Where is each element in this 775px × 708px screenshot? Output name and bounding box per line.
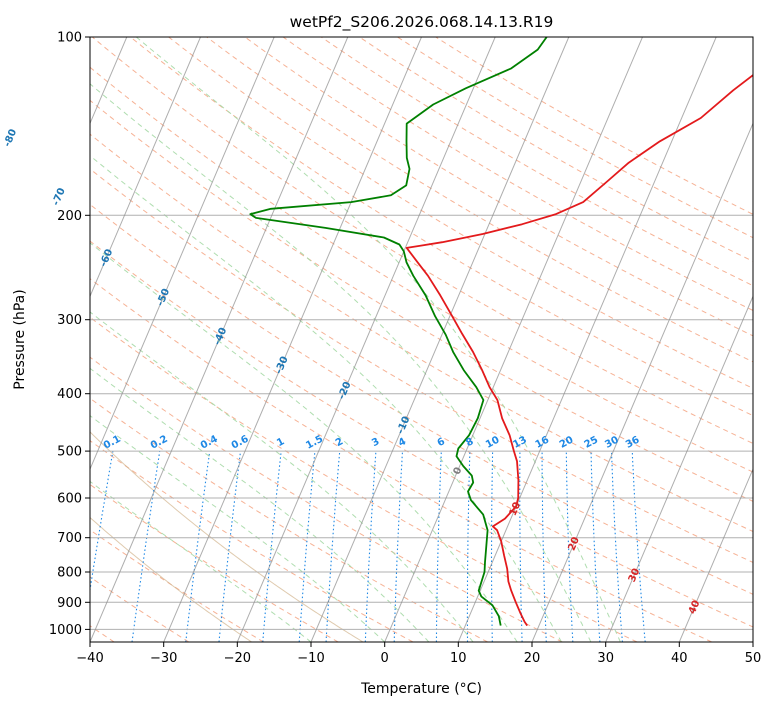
y-tick-label: 700 <box>57 531 82 546</box>
x-tick-label: −30 <box>150 651 177 666</box>
x-tick-label: 20 <box>524 651 541 666</box>
mixing-ratio-line <box>90 451 114 594</box>
moist-adiabat-line <box>90 311 474 642</box>
x-tick-label: −40 <box>76 651 103 666</box>
dry-adiabat-line <box>168 37 753 389</box>
moist-adiabat-line <box>90 480 312 642</box>
isotherm-line <box>384 37 643 642</box>
dewpoint-line <box>249 37 548 626</box>
dry-adiabat-line <box>130 37 753 417</box>
x-axis-label: Temperature (°C) <box>360 681 482 697</box>
background-lines <box>90 37 753 642</box>
x-tick-label: 0 <box>381 651 389 666</box>
dry-adiabat-line <box>90 278 712 642</box>
x-tick-label: 30 <box>597 651 614 666</box>
y-tick-label: 400 <box>57 387 82 402</box>
y-axis-ticks: 100 200 300 400 500 600 700 800 900 1000 <box>49 31 90 638</box>
x-axis-ticks: −40 −30 −20 −10 0 10 20 30 40 50 <box>76 642 761 666</box>
chart-title: wetPf2_S206.2026.068.14.13.R19 <box>290 13 554 32</box>
dry-adiabat-line <box>206 37 753 363</box>
temperature-line <box>405 73 753 627</box>
mixing-ratio-label: 2 <box>334 436 345 449</box>
isotherm-line <box>236 37 496 642</box>
x-tick-label: −20 <box>224 651 251 666</box>
dry-adiabat-line <box>320 37 753 287</box>
x-tick-label: 10 <box>450 651 467 666</box>
y-tick-label: 900 <box>57 596 82 611</box>
y-tick-label: 500 <box>57 445 82 460</box>
dry-adiabat-line <box>91 37 753 444</box>
moist-adiabat-line <box>90 155 562 642</box>
isotherm-line <box>90 37 201 298</box>
isotherm-line <box>310 37 570 642</box>
plot-frame <box>89 36 754 643</box>
isotherm-line <box>531 122 753 642</box>
isotherm-label: 20 <box>566 535 582 552</box>
mixing-ratio-label: 3 <box>370 436 381 449</box>
moist-adiabat-line <box>90 415 386 642</box>
mixing-ratio-label: 6 <box>436 436 447 449</box>
y-axis-label: Pressure (hPa) <box>12 289 28 389</box>
isotherm-line <box>163 37 422 642</box>
reference-curve <box>90 516 252 642</box>
moist-adiabat-line <box>90 242 518 642</box>
y-tick-label: 1000 <box>49 623 82 638</box>
y-tick-label: 300 <box>57 313 82 328</box>
isotherm-label: 0 <box>452 466 465 477</box>
mixing-ratio-label: 1 <box>275 436 286 449</box>
dry-adiabat-line <box>435 37 753 215</box>
y-tick-label: 100 <box>57 31 82 46</box>
moist-adiabat-line <box>135 37 621 642</box>
x-tick-label: 50 <box>745 651 762 666</box>
isotherm-label: 30 <box>627 567 643 584</box>
mixing-ratio-label: 4 <box>397 436 408 449</box>
y-tick-label: 800 <box>57 566 82 581</box>
mixing-ratio-line <box>131 451 161 642</box>
mixing-ratio-line <box>218 451 242 642</box>
mixing-ratio-label: 8 <box>464 436 475 449</box>
isotherm-label: 10 <box>508 501 524 518</box>
dry-adiabat-line <box>90 440 414 642</box>
moist-adiabat-line <box>90 367 430 642</box>
dry-adiabat-line <box>90 240 753 628</box>
isotherm-label: 40 <box>687 599 703 616</box>
mixing-ratio-line <box>185 451 211 642</box>
sounding-lines <box>249 37 753 627</box>
dry-adiabat-line <box>90 483 339 642</box>
isotherm-line <box>90 37 275 471</box>
isotherm-line <box>605 295 753 642</box>
y-tick-label: 600 <box>57 492 82 507</box>
isotherm-line <box>678 467 753 642</box>
dry-adiabat-line <box>90 66 753 473</box>
x-tick-label: 40 <box>671 651 688 666</box>
dry-adiabat-line <box>90 133 753 533</box>
reference-curve <box>90 431 364 642</box>
isotherm-line <box>90 37 349 642</box>
moist-adiabat-line <box>90 83 592 642</box>
x-tick-label: −10 <box>297 651 324 666</box>
dry-adiabat-line <box>282 37 753 312</box>
y-tick-label: 200 <box>57 209 82 224</box>
